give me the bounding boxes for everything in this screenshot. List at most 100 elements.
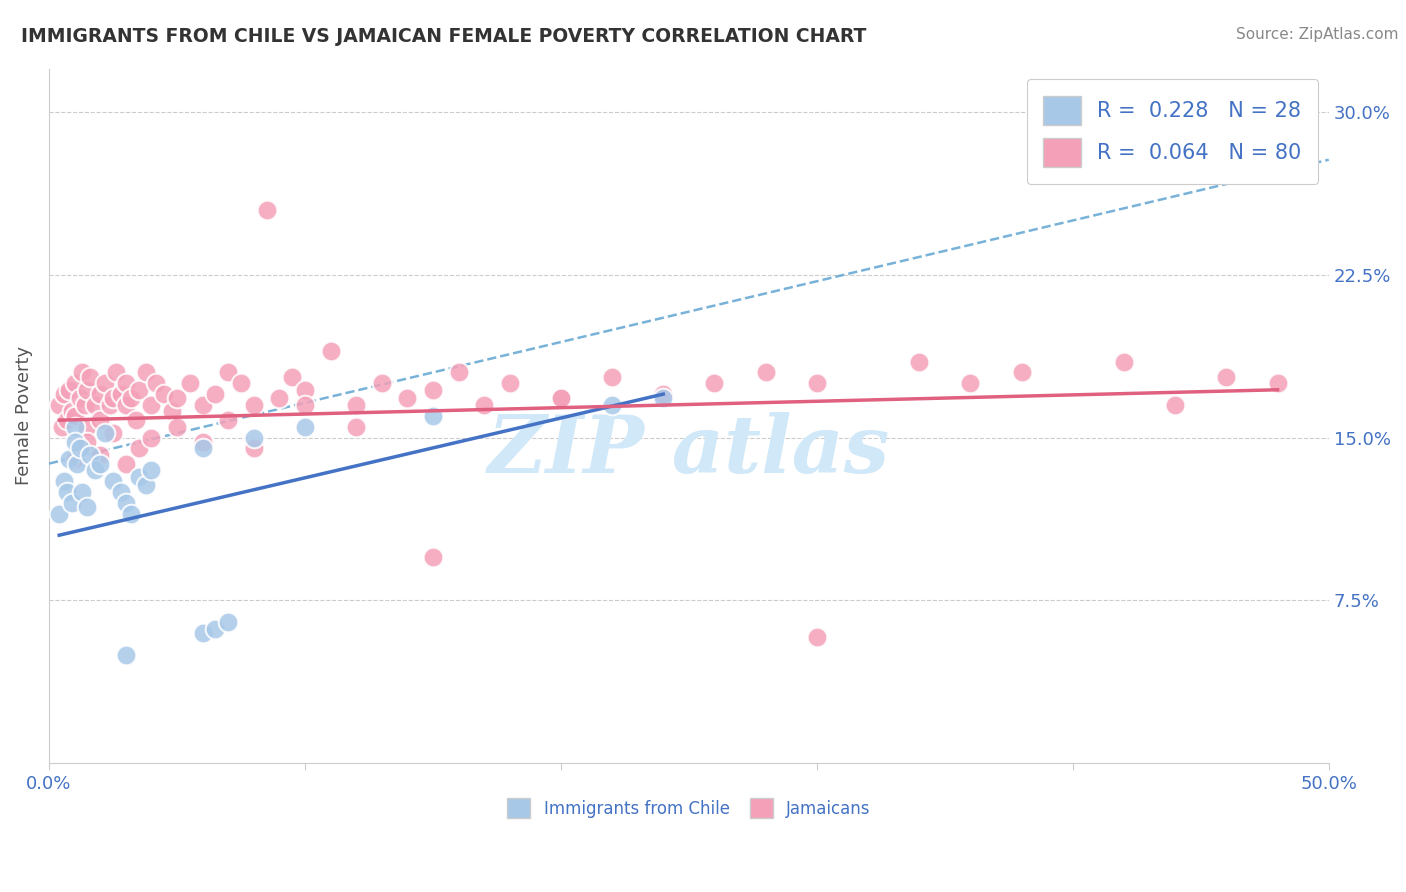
Point [217, 366, 239, 380]
Point [76, 434, 98, 449]
Point [120, 392, 142, 406]
Point [69, 392, 91, 406]
Point [135, 478, 157, 492]
Point [191, 442, 214, 456]
Point [191, 398, 214, 412]
Point [101, 426, 124, 441]
Point [89, 448, 111, 462]
Point [600, 398, 623, 412]
Point [60, 404, 83, 418]
Point [1215, 369, 1237, 384]
Point [160, 404, 183, 418]
Point [1267, 376, 1289, 391]
Point [76, 500, 98, 514]
Point [58, 383, 80, 397]
Point [79, 448, 101, 462]
Point [128, 469, 150, 483]
Point [806, 630, 828, 644]
Point [89, 413, 111, 427]
Point [344, 419, 367, 434]
Point [76, 419, 98, 434]
Point [908, 354, 931, 368]
Point [600, 369, 623, 384]
Point [281, 369, 304, 384]
Point [319, 343, 342, 358]
Point [70, 484, 93, 499]
Point [422, 383, 444, 397]
Point [153, 387, 176, 401]
Point [89, 457, 111, 471]
Point [114, 496, 136, 510]
Point [755, 366, 778, 380]
Point [66, 457, 89, 471]
Point [84, 463, 107, 477]
Point [79, 369, 101, 384]
Point [63, 376, 86, 391]
Point [703, 376, 725, 391]
Point [550, 392, 572, 406]
Point [1112, 354, 1135, 368]
Point [204, 622, 226, 636]
Point [217, 413, 239, 427]
Point [125, 413, 148, 427]
Point [48, 507, 70, 521]
Point [472, 398, 495, 412]
Point [256, 202, 278, 217]
Point [56, 484, 79, 499]
Point [84, 398, 107, 412]
Point [70, 366, 93, 380]
Point [128, 383, 150, 397]
Point [120, 507, 142, 521]
Text: Source: ZipAtlas.com: Source: ZipAtlas.com [1236, 27, 1399, 42]
Point [229, 376, 252, 391]
Point [370, 376, 392, 391]
Point [550, 392, 572, 406]
Point [959, 376, 981, 391]
Point [652, 387, 675, 401]
Point [48, 398, 70, 412]
Point [217, 615, 239, 629]
Point [101, 392, 124, 406]
Point [269, 392, 291, 406]
Point [89, 387, 111, 401]
Text: ZIP atlas: ZIP atlas [488, 412, 890, 490]
Point [51, 419, 73, 434]
Point [128, 442, 150, 456]
Point [166, 392, 188, 406]
Point [422, 409, 444, 423]
Point [69, 442, 91, 456]
Point [114, 376, 136, 391]
Point [100, 398, 122, 412]
Point [422, 549, 444, 564]
Point [114, 398, 136, 412]
Point [294, 419, 316, 434]
Point [94, 426, 117, 441]
Point [1011, 366, 1033, 380]
Point [63, 434, 86, 449]
Point [141, 431, 163, 445]
Point [104, 366, 127, 380]
Point [56, 413, 79, 427]
Point [94, 376, 117, 391]
Point [110, 387, 132, 401]
Point [135, 366, 157, 380]
Point [344, 398, 367, 412]
Point [294, 398, 316, 412]
Point [58, 452, 80, 467]
Point [242, 431, 264, 445]
Point [53, 474, 76, 488]
Point [114, 457, 136, 471]
Point [191, 434, 214, 449]
Point [145, 376, 167, 391]
Point [242, 398, 264, 412]
Point [179, 376, 201, 391]
Point [396, 392, 419, 406]
Point [101, 474, 124, 488]
Point [499, 376, 522, 391]
Text: IMMIGRANTS FROM CHILE VS JAMAICAN FEMALE POVERTY CORRELATION CHART: IMMIGRANTS FROM CHILE VS JAMAICAN FEMALE… [21, 27, 866, 45]
Point [191, 626, 214, 640]
Point [63, 452, 86, 467]
Point [447, 366, 470, 380]
Point [110, 484, 132, 499]
Point [63, 409, 86, 423]
